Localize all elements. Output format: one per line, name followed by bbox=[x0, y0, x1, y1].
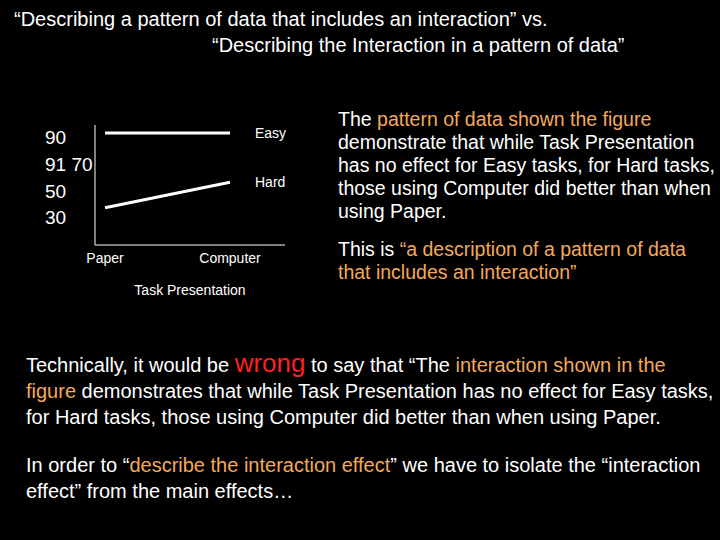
html-text:The pattern of data shown the: The pattern of data shown the figure bbox=[338, 108, 652, 130]
svg-text:Computer: Computer bbox=[199, 250, 261, 266]
svg-text:Hard: Hard bbox=[255, 174, 285, 190]
html-text:This is “a description of a pa: This is “a description of a pattern of d… bbox=[338, 238, 686, 283]
svg-text:90: 90 bbox=[45, 127, 66, 148]
html-text:demonstrate that while Task Pr: demonstrate that while Task Presentation… bbox=[338, 131, 715, 222]
svg-text:Paper: Paper bbox=[86, 250, 124, 266]
svg-text:Task Presentation: Task Presentation bbox=[134, 282, 245, 295]
html-text:In order to “ describe the int: In order to “ describe the interaction e… bbox=[26, 454, 701, 502]
svg-text:50: 50 bbox=[45, 181, 66, 202]
svg-text:30: 30 bbox=[45, 207, 66, 228]
html-text:Technically, it would bewrongt: Technically, it would bewrongto say that… bbox=[26, 348, 714, 428]
svg-text:91 70: 91 70 bbox=[45, 154, 93, 175]
svg-text:Easy: Easy bbox=[255, 125, 286, 141]
html-text:“Describing the Interaction in: “Describing the Interaction in a pattern… bbox=[212, 34, 625, 56]
html-text:“Describing a pattern of data: “Describing a pattern of data that inclu… bbox=[14, 8, 548, 30]
